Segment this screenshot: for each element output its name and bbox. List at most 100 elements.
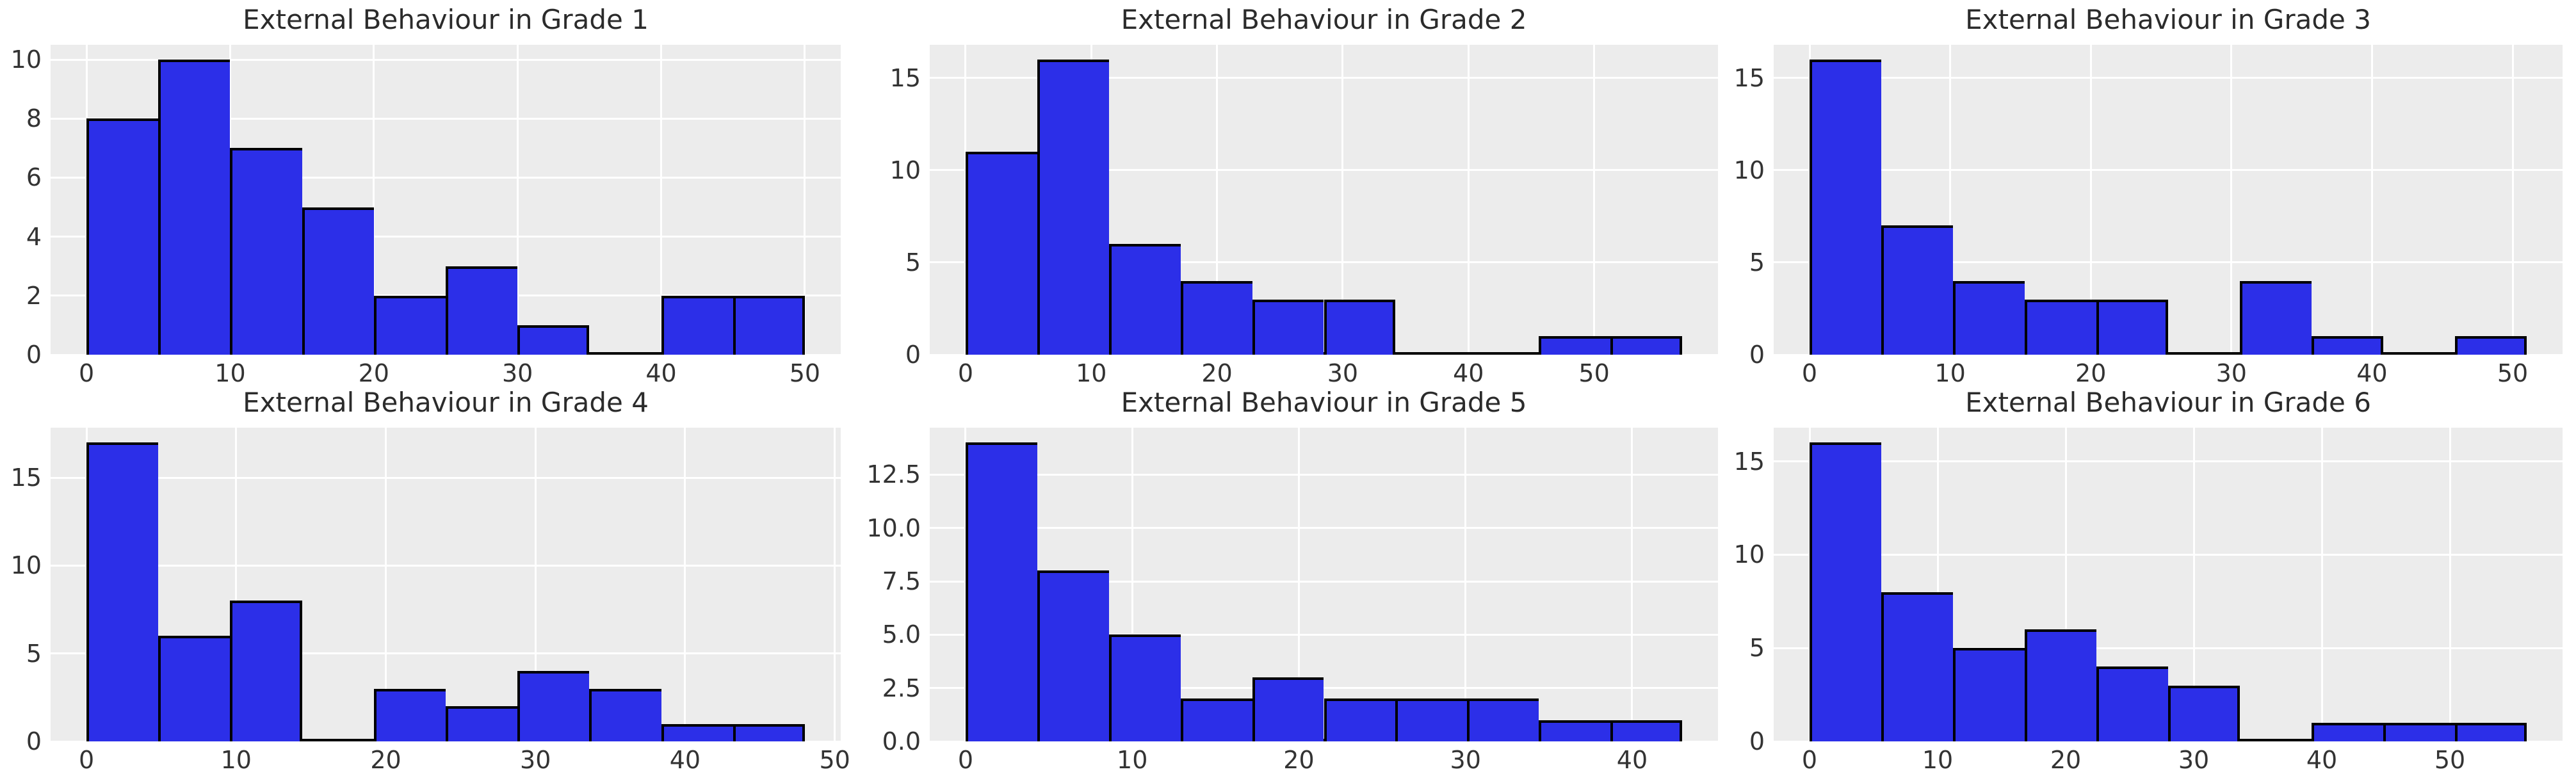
y-tick-label: 2.5: [882, 674, 921, 702]
gridline-h: [1774, 460, 2563, 462]
gridline-h: [1774, 169, 2563, 172]
bar: [517, 671, 590, 741]
gridline-h: [1774, 353, 2563, 356]
x-tick-label: 50: [2497, 359, 2529, 387]
bar: [2025, 299, 2096, 355]
y-tick-label: 0.0: [882, 727, 921, 755]
y-tick-label: 8: [26, 104, 42, 133]
y-tick-label: 0: [26, 727, 42, 755]
gridline-v: [2230, 45, 2233, 355]
histogram-baseline: [1810, 352, 2527, 355]
gridline-v: [385, 428, 387, 741]
gridline-h: [930, 473, 1718, 476]
gridline-v: [660, 45, 663, 355]
bar: [1539, 336, 1611, 355]
y-tick-label: 0: [905, 341, 921, 369]
bar: [589, 688, 661, 741]
bar: [446, 706, 518, 741]
plot-title: External Behaviour in Grade 3: [1965, 3, 2371, 35]
bar: [2312, 722, 2383, 741]
x-tick-label: 0: [78, 359, 95, 387]
bar: [1108, 634, 1181, 741]
subplot-grade-2: External Behaviour in Grade 2 0 10 20 30 40 5…: [890, 4, 1718, 385]
y-tick-label: 2: [26, 281, 42, 310]
gridline-v: [2370, 45, 2373, 355]
gridline-v: [2321, 428, 2323, 741]
gridline-v: [1593, 45, 1596, 355]
gridline-h: [930, 261, 1718, 264]
x-tick-label: 30: [1450, 746, 1481, 774]
gridline-h: [930, 77, 1718, 79]
bar: [86, 118, 159, 355]
gridline-v: [2064, 428, 2067, 741]
y-tick-label: 0: [1749, 727, 1765, 755]
gridline-v: [534, 428, 537, 741]
gridline-v: [1631, 428, 1633, 741]
x-tick-label: 0: [957, 746, 974, 774]
bar: [158, 60, 231, 355]
plot-title: External Behaviour in Grade 1: [243, 3, 649, 35]
y-tick-label: 15: [1733, 447, 1765, 476]
x-tick-label: 20: [1283, 746, 1315, 774]
gridline-h: [1774, 261, 2563, 264]
y-tick-label: 4: [26, 222, 42, 251]
bar: [965, 442, 1037, 741]
gridline-v: [1936, 428, 1939, 741]
gridline-v: [373, 45, 375, 355]
x-tick-label: 0: [957, 359, 974, 387]
bar: [661, 295, 733, 355]
plot-title: External Behaviour in Grade 2: [1121, 3, 1527, 35]
gridline-v: [1341, 45, 1344, 355]
gridline-h: [1774, 647, 2563, 649]
y-tick-label: 10: [10, 45, 42, 74]
gridline-h: [51, 176, 841, 179]
histogram-baseline: [86, 352, 805, 355]
x-tick-label: 40: [2306, 746, 2338, 774]
x-tick-label: 20: [358, 359, 389, 387]
y-tick-label: 15: [889, 63, 921, 92]
bar: [733, 295, 805, 355]
x-tick-label: 10: [215, 359, 246, 387]
y-tick-label: 10.0: [866, 513, 921, 542]
bar: [1610, 336, 1683, 355]
bar: [2025, 629, 2096, 741]
x-tick-label: 40: [669, 746, 701, 774]
y-tick-label: 10: [1733, 156, 1765, 184]
y-tick-label: 5: [26, 639, 42, 668]
gridline-h: [930, 169, 1718, 172]
gridline-h: [930, 687, 1718, 690]
gridline-h: [51, 236, 841, 238]
gridline-v: [1467, 45, 1470, 355]
gridline-h: [51, 565, 841, 567]
x-tick-label: 50: [819, 746, 850, 774]
gridline-v: [2089, 45, 2092, 355]
bar: [230, 148, 302, 355]
y-tick-label: 10: [889, 156, 921, 184]
bar: [1108, 244, 1181, 355]
gridline-h: [51, 117, 841, 120]
x-tick-label: 30: [501, 359, 533, 387]
x-tick-label: 40: [1453, 359, 1484, 387]
x-tick-label: 0: [1801, 359, 1818, 387]
bar: [230, 601, 302, 741]
bar: [1324, 698, 1396, 741]
bar: [2455, 336, 2527, 355]
x-tick-label: 10: [1076, 359, 1107, 387]
bar: [1467, 698, 1539, 741]
y-tick-label: 5: [1749, 248, 1765, 277]
gridline-h: [51, 353, 841, 356]
gridline-h: [930, 580, 1718, 583]
histogram-baseline: [965, 739, 1683, 741]
bar: [2240, 280, 2312, 355]
x-tick-label: 40: [1616, 746, 1648, 774]
bar: [1324, 299, 1396, 355]
gridline-v: [1949, 45, 1952, 355]
bar: [2096, 299, 2168, 355]
gridline-v: [804, 45, 806, 355]
x-tick-label: 20: [2075, 359, 2107, 387]
plot-title: External Behaviour in Grade 5: [1121, 386, 1527, 418]
gridline-v: [834, 428, 836, 741]
y-tick-label: 10: [10, 551, 42, 580]
x-tick-label: 10: [1934, 359, 1966, 387]
